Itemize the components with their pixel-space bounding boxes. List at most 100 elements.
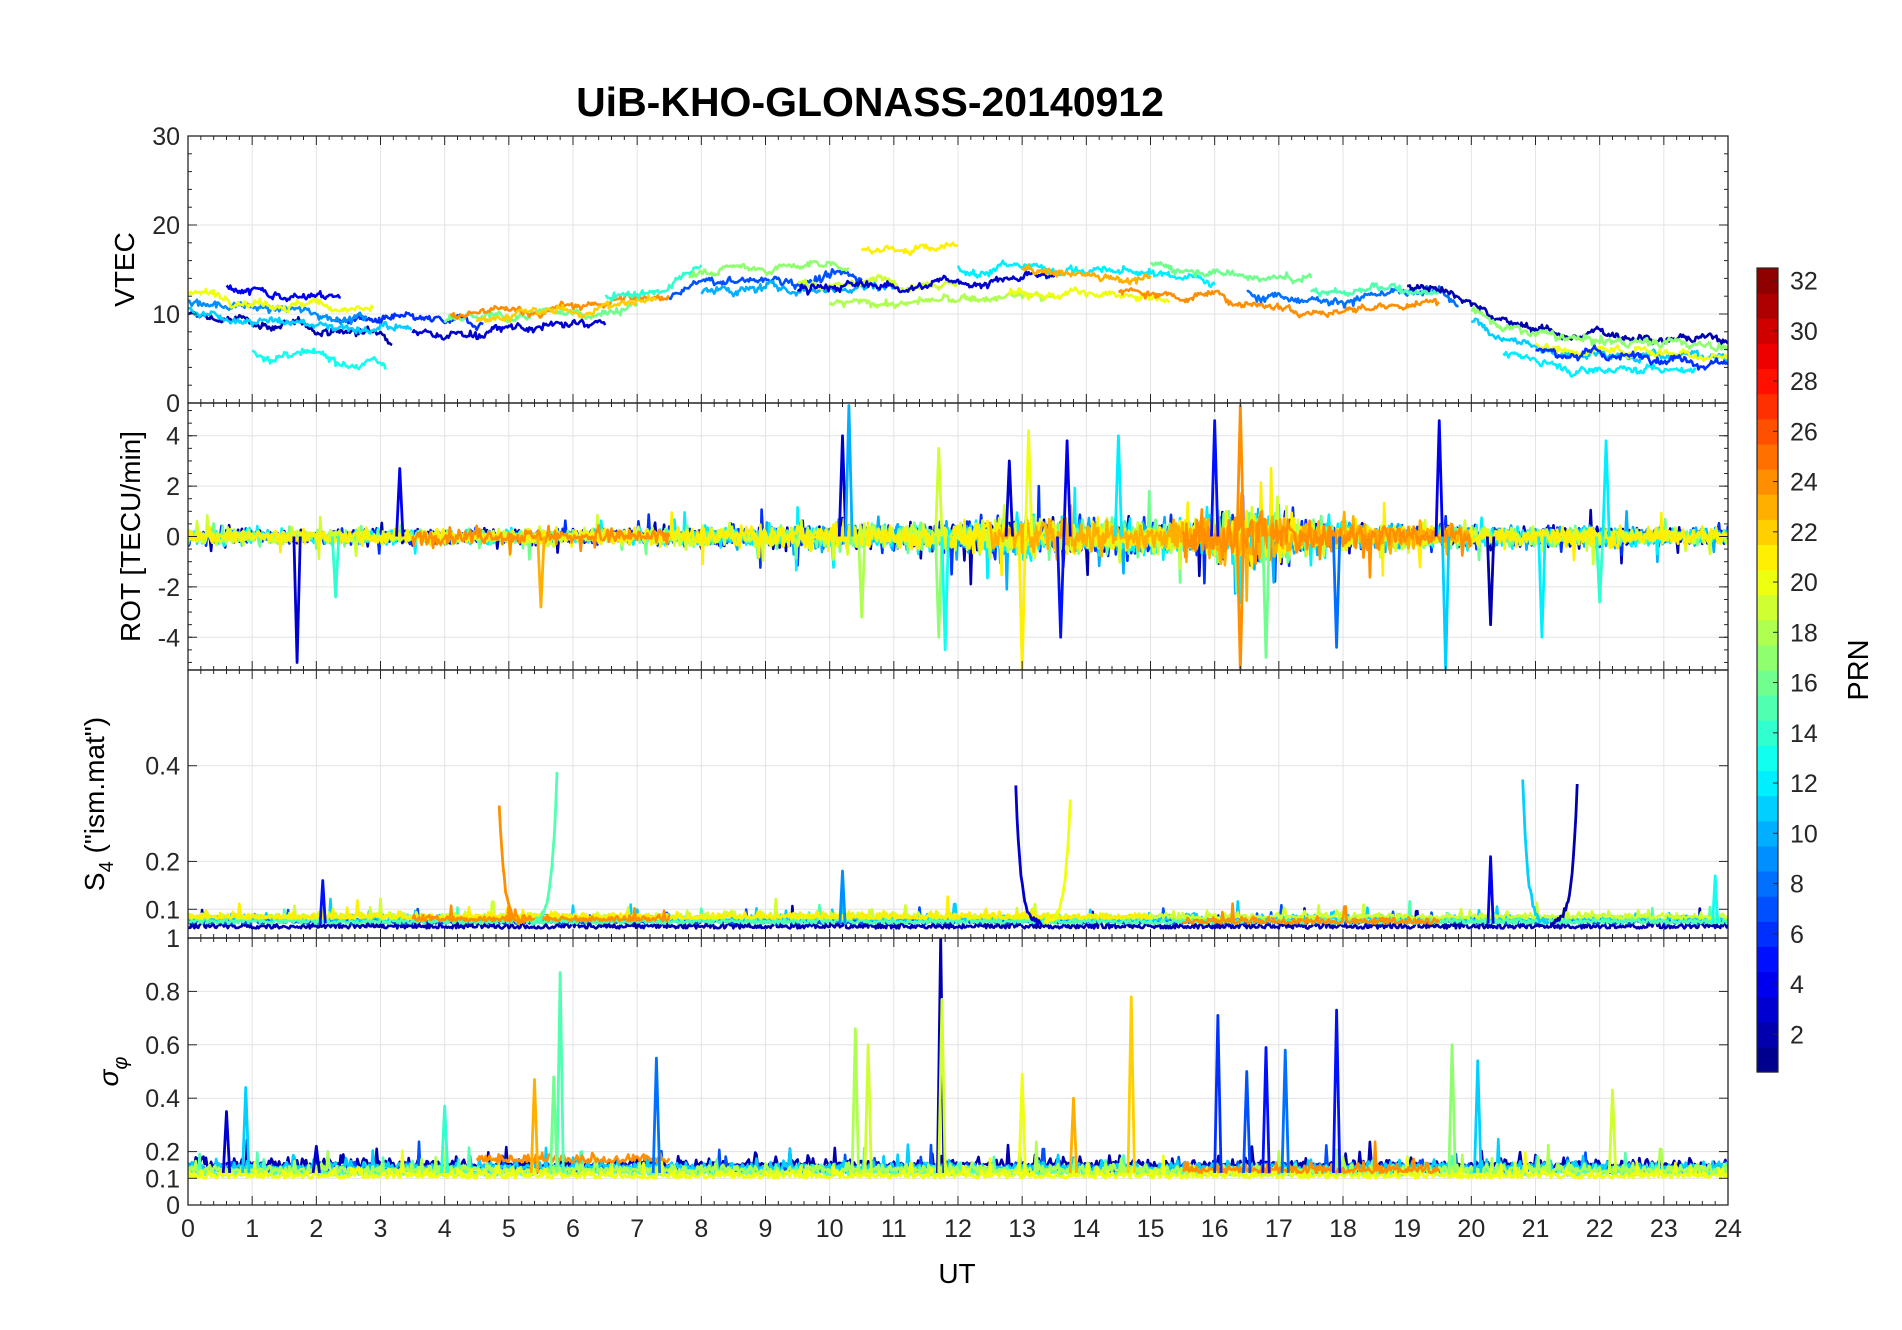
- series-line-prn-15: [188, 899, 1728, 925]
- spike-prn-5: [1331, 1008, 1342, 1173]
- colorbar-tick-label: 12: [1790, 770, 1818, 798]
- ticks-rot: -4 -2 0 2 4: [158, 403, 1729, 670]
- x-tick-label: 18: [1329, 1215, 1357, 1243]
- colorbar-level: [1757, 343, 1778, 370]
- colorbar-tick-label: 24: [1790, 469, 1818, 497]
- series-line-prn-16: [1150, 261, 1313, 285]
- series-line-prn-12: [1502, 350, 1697, 378]
- spike-prn-24: [1235, 536, 1245, 670]
- x-tick-label: 9: [759, 1215, 773, 1243]
- colorbar-tick-label: 20: [1790, 569, 1818, 597]
- data-sigma: [188, 938, 1728, 1180]
- y-tick-label: 1: [166, 925, 180, 953]
- series-line-prn-3: [796, 270, 1056, 296]
- colorbar-tick-label: 28: [1790, 368, 1818, 396]
- spike-prn-3: [221, 1110, 232, 1174]
- spike-prn-21: [1017, 536, 1027, 670]
- x-tick-label: 13: [1008, 1215, 1036, 1243]
- colorbar-tick-label: 32: [1790, 268, 1818, 296]
- data-vtec: [188, 241, 1728, 378]
- peak-prn-4: [1486, 855, 1495, 924]
- colorbar-level: [1757, 670, 1778, 696]
- colorbar-tick-label: 10: [1790, 820, 1818, 848]
- spike-prn-8: [651, 1056, 662, 1173]
- x-tick-label: 15: [1137, 1215, 1165, 1243]
- x-tick-label: 6: [566, 1215, 580, 1243]
- colorbar-tick-label: 8: [1790, 871, 1804, 899]
- colorbar-level: [1757, 695, 1778, 721]
- peak-prn-11: [1521, 779, 1550, 925]
- colorbar-level: [1757, 494, 1778, 520]
- spike-prn-5: [1261, 1046, 1271, 1173]
- spike-prn-18: [850, 1027, 860, 1173]
- spike-prn-5: [1210, 419, 1220, 537]
- x-tick-label: 14: [1072, 1215, 1100, 1243]
- y-tick-label: 0: [166, 524, 180, 552]
- series-line-prn-21: [860, 241, 959, 257]
- colorbar-tick-label: 18: [1790, 619, 1818, 647]
- y-tick-label: 20: [152, 212, 180, 240]
- spike-prn-14: [440, 1104, 450, 1174]
- spike-prn-2: [1485, 536, 1496, 627]
- x-tick-label: 7: [630, 1215, 644, 1243]
- y-tick-label: 0.2: [145, 848, 180, 876]
- colorbar-level: [1757, 745, 1778, 772]
- data-rot: [188, 404, 1728, 670]
- spike-prn-14: [1595, 536, 1605, 604]
- spike-prn-23: [536, 536, 546, 609]
- series-line-prn-24: [1117, 287, 1440, 319]
- y-tick-label: 0.1: [145, 1165, 180, 1193]
- colorbar-frame: [1756, 267, 1779, 1073]
- colorbar-level: [1757, 896, 1778, 922]
- spike-prn-12: [1601, 439, 1611, 537]
- panel-s4: 0.1 0.2 0.4 S4 ("ism.mat"): [79, 669, 1729, 939]
- colorbar-level: [1757, 293, 1778, 319]
- x-tick-label: 17: [1265, 1215, 1293, 1243]
- panel-vtec: 0 10 20 30 VTEC: [109, 123, 1729, 418]
- series-line-prn-24: [1181, 1140, 1441, 1175]
- y-axis-label-s4: S4 ("ism.mat"): [79, 717, 118, 891]
- spike-prn-3: [837, 434, 848, 537]
- spike-prn-19: [937, 998, 947, 1173]
- spike-prn-4: [1062, 439, 1072, 537]
- series-line-prn-7: [668, 267, 863, 301]
- x-tick-label: 4: [438, 1215, 452, 1243]
- colorbar-level: [1757, 393, 1778, 420]
- spike-prn-7: [1242, 1070, 1252, 1174]
- spike-prn-4: [395, 467, 405, 537]
- spike-prn-13: [940, 536, 950, 652]
- y-tick-label: 0.1: [145, 896, 180, 924]
- x-tick-label: 22: [1586, 1215, 1614, 1243]
- series-line-prn-24: [475, 1151, 671, 1164]
- y-tick-label: 30: [152, 123, 180, 151]
- spike-prn-3: [292, 536, 302, 664]
- x-tick-label: 20: [1457, 1215, 1485, 1243]
- colorbar-level: [1757, 418, 1778, 445]
- series-line-prn-18: [188, 1140, 1728, 1175]
- spike-prn-11: [1441, 536, 1451, 670]
- x-tick-label: 3: [374, 1215, 388, 1243]
- colorbar-level: [1757, 1021, 1778, 1048]
- series-line-prn-15: [1309, 281, 1440, 298]
- spike-prn-5: [1056, 536, 1066, 639]
- colorbar-level: [1757, 268, 1778, 294]
- peak-prn-2: [1550, 783, 1579, 926]
- y-tick-label: -2: [158, 574, 180, 602]
- colorbar-tick-label: 26: [1790, 418, 1818, 446]
- colorbar-level: [1757, 795, 1778, 822]
- ticks-sigma: 00.10.20.40.60.810 1 2 3 4 5 6 7 8 9 10 11 12 13 14 15 1…: [145, 925, 1742, 1243]
- x-tick-label: 21: [1522, 1215, 1550, 1243]
- spike-prn-15: [555, 971, 565, 1173]
- x-tick-label: 0: [181, 1215, 195, 1243]
- y-axis-label-sigma: σφ: [93, 1057, 132, 1087]
- colorbar-level: [1757, 644, 1778, 671]
- peak-prn-9: [838, 869, 847, 924]
- y-tick-label: 0: [166, 390, 180, 418]
- spike-prn-22: [1126, 995, 1136, 1173]
- y-tick-label: -4: [158, 624, 180, 652]
- colorbar-tick-label: 6: [1790, 921, 1804, 949]
- spike-prn-20: [1023, 429, 1034, 537]
- y-tick-label: 0.8: [145, 978, 180, 1006]
- spike-prn-17: [1447, 1043, 1457, 1173]
